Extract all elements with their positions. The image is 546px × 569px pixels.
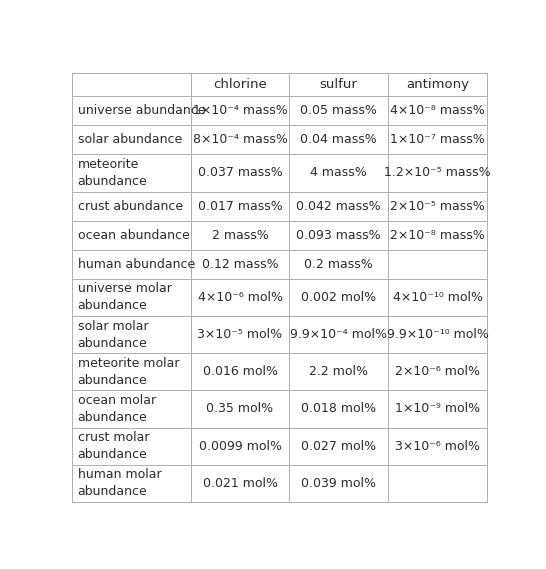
Text: 3×10⁻⁶ mol%: 3×10⁻⁶ mol% (395, 440, 480, 453)
Text: 0.037 mass%: 0.037 mass% (198, 167, 282, 179)
Text: 0.017 mass%: 0.017 mass% (198, 200, 282, 213)
Text: 0.0099 mol%: 0.0099 mol% (199, 440, 282, 453)
Text: 0.039 mol%: 0.039 mol% (301, 477, 376, 490)
Text: 1×10⁻⁹ mol%: 1×10⁻⁹ mol% (395, 402, 480, 415)
Text: 1.2×10⁻⁵ mass%: 1.2×10⁻⁵ mass% (384, 167, 491, 179)
Text: 0.016 mol%: 0.016 mol% (203, 365, 277, 378)
Text: crust molar
abundance: crust molar abundance (78, 431, 149, 461)
Text: universe abundance: universe abundance (78, 104, 205, 117)
Text: 2×10⁻⁸ mass%: 2×10⁻⁸ mass% (390, 229, 485, 242)
Text: 2.2 mol%: 2.2 mol% (309, 365, 368, 378)
Text: human abundance: human abundance (78, 258, 195, 271)
Text: antimony: antimony (406, 78, 469, 91)
Text: 9.9×10⁻⁴ mol%: 9.9×10⁻⁴ mol% (290, 328, 387, 341)
Text: 1×10⁻⁷ mass%: 1×10⁻⁷ mass% (390, 133, 485, 146)
Text: 0.021 mol%: 0.021 mol% (203, 477, 277, 490)
Text: 0.027 mol%: 0.027 mol% (301, 440, 376, 453)
Text: 8×10⁻⁴ mass%: 8×10⁻⁴ mass% (193, 133, 287, 146)
Text: ocean abundance: ocean abundance (78, 229, 189, 242)
Text: 9.9×10⁻¹⁰ mol%: 9.9×10⁻¹⁰ mol% (387, 328, 489, 341)
Text: 0.05 mass%: 0.05 mass% (300, 104, 377, 117)
Text: 0.018 mol%: 0.018 mol% (301, 402, 376, 415)
Text: 0.35 mol%: 0.35 mol% (206, 402, 274, 415)
Text: 2×10⁻⁵ mass%: 2×10⁻⁵ mass% (390, 200, 485, 213)
Text: sulfur: sulfur (320, 78, 358, 91)
Text: 0.12 mass%: 0.12 mass% (201, 258, 278, 271)
Text: 0.2 mass%: 0.2 mass% (304, 258, 373, 271)
Text: universe molar
abundance: universe molar abundance (78, 282, 171, 312)
Text: 0.04 mass%: 0.04 mass% (300, 133, 377, 146)
Text: solar abundance: solar abundance (78, 133, 182, 146)
Text: 4×10⁻¹⁰ mol%: 4×10⁻¹⁰ mol% (393, 291, 483, 304)
Text: solar molar
abundance: solar molar abundance (78, 320, 148, 349)
Text: 0.042 mass%: 0.042 mass% (296, 200, 381, 213)
Text: 0.002 mol%: 0.002 mol% (301, 291, 376, 304)
Text: chlorine: chlorine (213, 78, 267, 91)
Text: 2 mass%: 2 mass% (212, 229, 269, 242)
Text: 1×10⁻⁴ mass%: 1×10⁻⁴ mass% (193, 104, 287, 117)
Text: 3×10⁻⁵ mol%: 3×10⁻⁵ mol% (198, 328, 283, 341)
Text: ocean molar
abundance: ocean molar abundance (78, 394, 156, 424)
Text: 4 mass%: 4 mass% (310, 167, 367, 179)
Text: crust abundance: crust abundance (78, 200, 183, 213)
Text: human molar
abundance: human molar abundance (78, 468, 161, 498)
Text: 2×10⁻⁶ mol%: 2×10⁻⁶ mol% (395, 365, 480, 378)
Text: meteorite
abundance: meteorite abundance (78, 158, 147, 188)
Text: 4×10⁻⁶ mol%: 4×10⁻⁶ mol% (198, 291, 282, 304)
Text: 0.093 mass%: 0.093 mass% (296, 229, 381, 242)
Text: 4×10⁻⁸ mass%: 4×10⁻⁸ mass% (390, 104, 485, 117)
Text: meteorite molar
abundance: meteorite molar abundance (78, 357, 179, 387)
